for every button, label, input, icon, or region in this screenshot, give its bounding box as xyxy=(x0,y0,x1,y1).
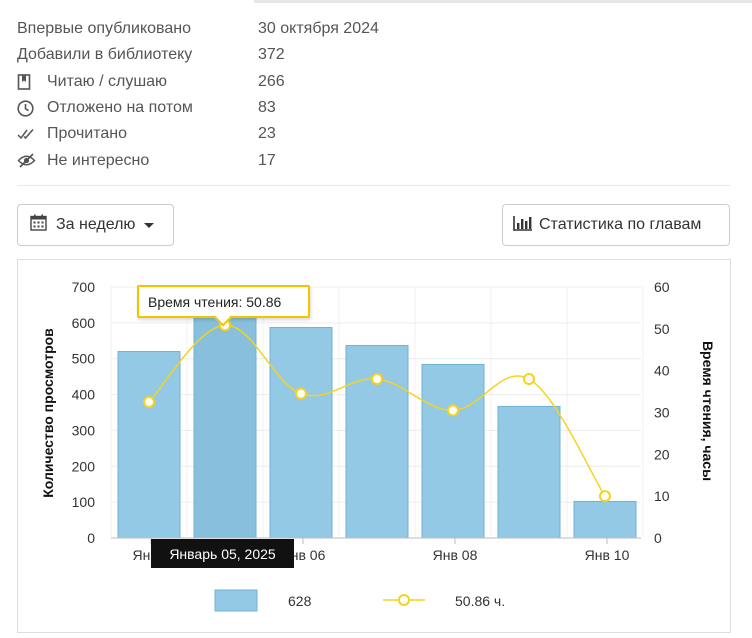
bar-views xyxy=(421,363,485,539)
bar-views xyxy=(573,500,637,539)
tooltip-reading-time-text: Время чтения: 50.86 xyxy=(148,293,282,310)
y-axis-title: Количество просмотров xyxy=(40,328,56,498)
y-right-tick-label: 20 xyxy=(654,446,670,462)
bookmark-icon xyxy=(17,73,39,91)
bar-views xyxy=(497,405,561,539)
legend-bar-swatch xyxy=(214,589,258,612)
point-reading-time xyxy=(295,387,307,400)
legend-line-marker xyxy=(398,594,410,606)
double-check-icon xyxy=(17,125,39,143)
point-reading-time xyxy=(599,490,611,503)
x-tick-label: Янв 08 xyxy=(433,547,478,563)
stat-value: 30 октября 2024 xyxy=(258,20,379,38)
section-divider xyxy=(17,185,730,186)
legend-line-label: 50.86 ч. xyxy=(455,593,505,609)
y-right-tick-label: 0 xyxy=(654,530,662,546)
stat-value: 83 xyxy=(258,99,276,117)
stat-published: Впервые опубликовано 30 октября 2024 xyxy=(17,16,737,42)
stat-finished: Прочитано 23 xyxy=(17,121,737,147)
top-divider xyxy=(254,0,752,3)
stat-reading: Читаю / слушаю 266 xyxy=(17,69,737,95)
stat-library: Добавили в библиотеку 372 xyxy=(17,42,737,68)
stat-label: Читаю / слушаю xyxy=(47,72,168,90)
clock-icon xyxy=(17,99,39,117)
stat-value: 17 xyxy=(258,151,276,169)
y-tick-label: 600 xyxy=(72,315,96,331)
stat-value: 23 xyxy=(258,125,276,143)
eye-slash-icon xyxy=(17,152,39,170)
y-right-tick-label: 60 xyxy=(654,279,670,295)
stat-label: Отложено на потом xyxy=(47,99,193,117)
y-tick-label: 400 xyxy=(72,387,96,403)
y-right-tick-label: 40 xyxy=(654,363,670,379)
y-right-axis-title: Время чтения, часы xyxy=(700,341,716,481)
stat-value: 266 xyxy=(258,72,285,90)
y-tick-label: 0 xyxy=(87,530,95,546)
stats-chart: 0 100 200 300 400 500 600 700 0 10 20 30 40 50 60 Янв 0… xyxy=(17,259,731,633)
stat-label: Не интересно xyxy=(47,151,150,169)
point-reading-time xyxy=(447,404,459,417)
tooltip-reading-time: Время чтения: 50.86 xyxy=(137,285,310,318)
x-tick-label: Янв 10 xyxy=(585,547,630,563)
y-right-tick-label: 30 xyxy=(654,405,670,421)
y-tick-label: 200 xyxy=(72,458,96,474)
book-stats: Впервые опубликовано 30 октября 2024 Доб… xyxy=(17,16,737,174)
tooltip-date-text: Январь 05, 2025 xyxy=(169,545,276,562)
y-tick-label: 700 xyxy=(72,279,96,295)
y-tick-label: 100 xyxy=(72,494,96,510)
point-reading-time xyxy=(371,373,383,386)
point-reading-time xyxy=(523,373,535,386)
y-right-tick-label: 50 xyxy=(654,321,670,337)
stat-not-interested: Не интересно 17 xyxy=(17,147,737,173)
bar-views xyxy=(193,312,257,539)
chapter-stats-label: Статистика по главам xyxy=(539,216,702,233)
stat-label: Добавили в библиотеку xyxy=(17,46,193,64)
point-reading-time xyxy=(143,396,155,409)
bar-views xyxy=(117,351,181,539)
bar-views xyxy=(269,327,333,539)
chapter-stats-button[interactable]: Статистика по главам xyxy=(502,204,730,246)
y-right-tick-label: 10 xyxy=(654,488,670,504)
y-tick-label: 500 xyxy=(72,351,96,367)
chevron-down-icon xyxy=(144,222,155,228)
stat-value: 372 xyxy=(258,46,285,64)
stat-postponed: Отложено на потом 83 xyxy=(17,95,737,121)
y-tick-label: 300 xyxy=(72,422,96,438)
legend-bar-label: 628 xyxy=(288,593,312,609)
stat-label: Впервые опубликовано xyxy=(17,20,191,38)
calendar-icon xyxy=(30,214,47,236)
period-label: За неделю xyxy=(56,216,136,233)
bar-chart-icon xyxy=(513,215,533,236)
tooltip-date: Январь 05, 2025 xyxy=(151,539,294,568)
period-dropdown[interactable]: За неделю xyxy=(17,204,174,246)
stat-label: Прочитано xyxy=(47,125,127,143)
